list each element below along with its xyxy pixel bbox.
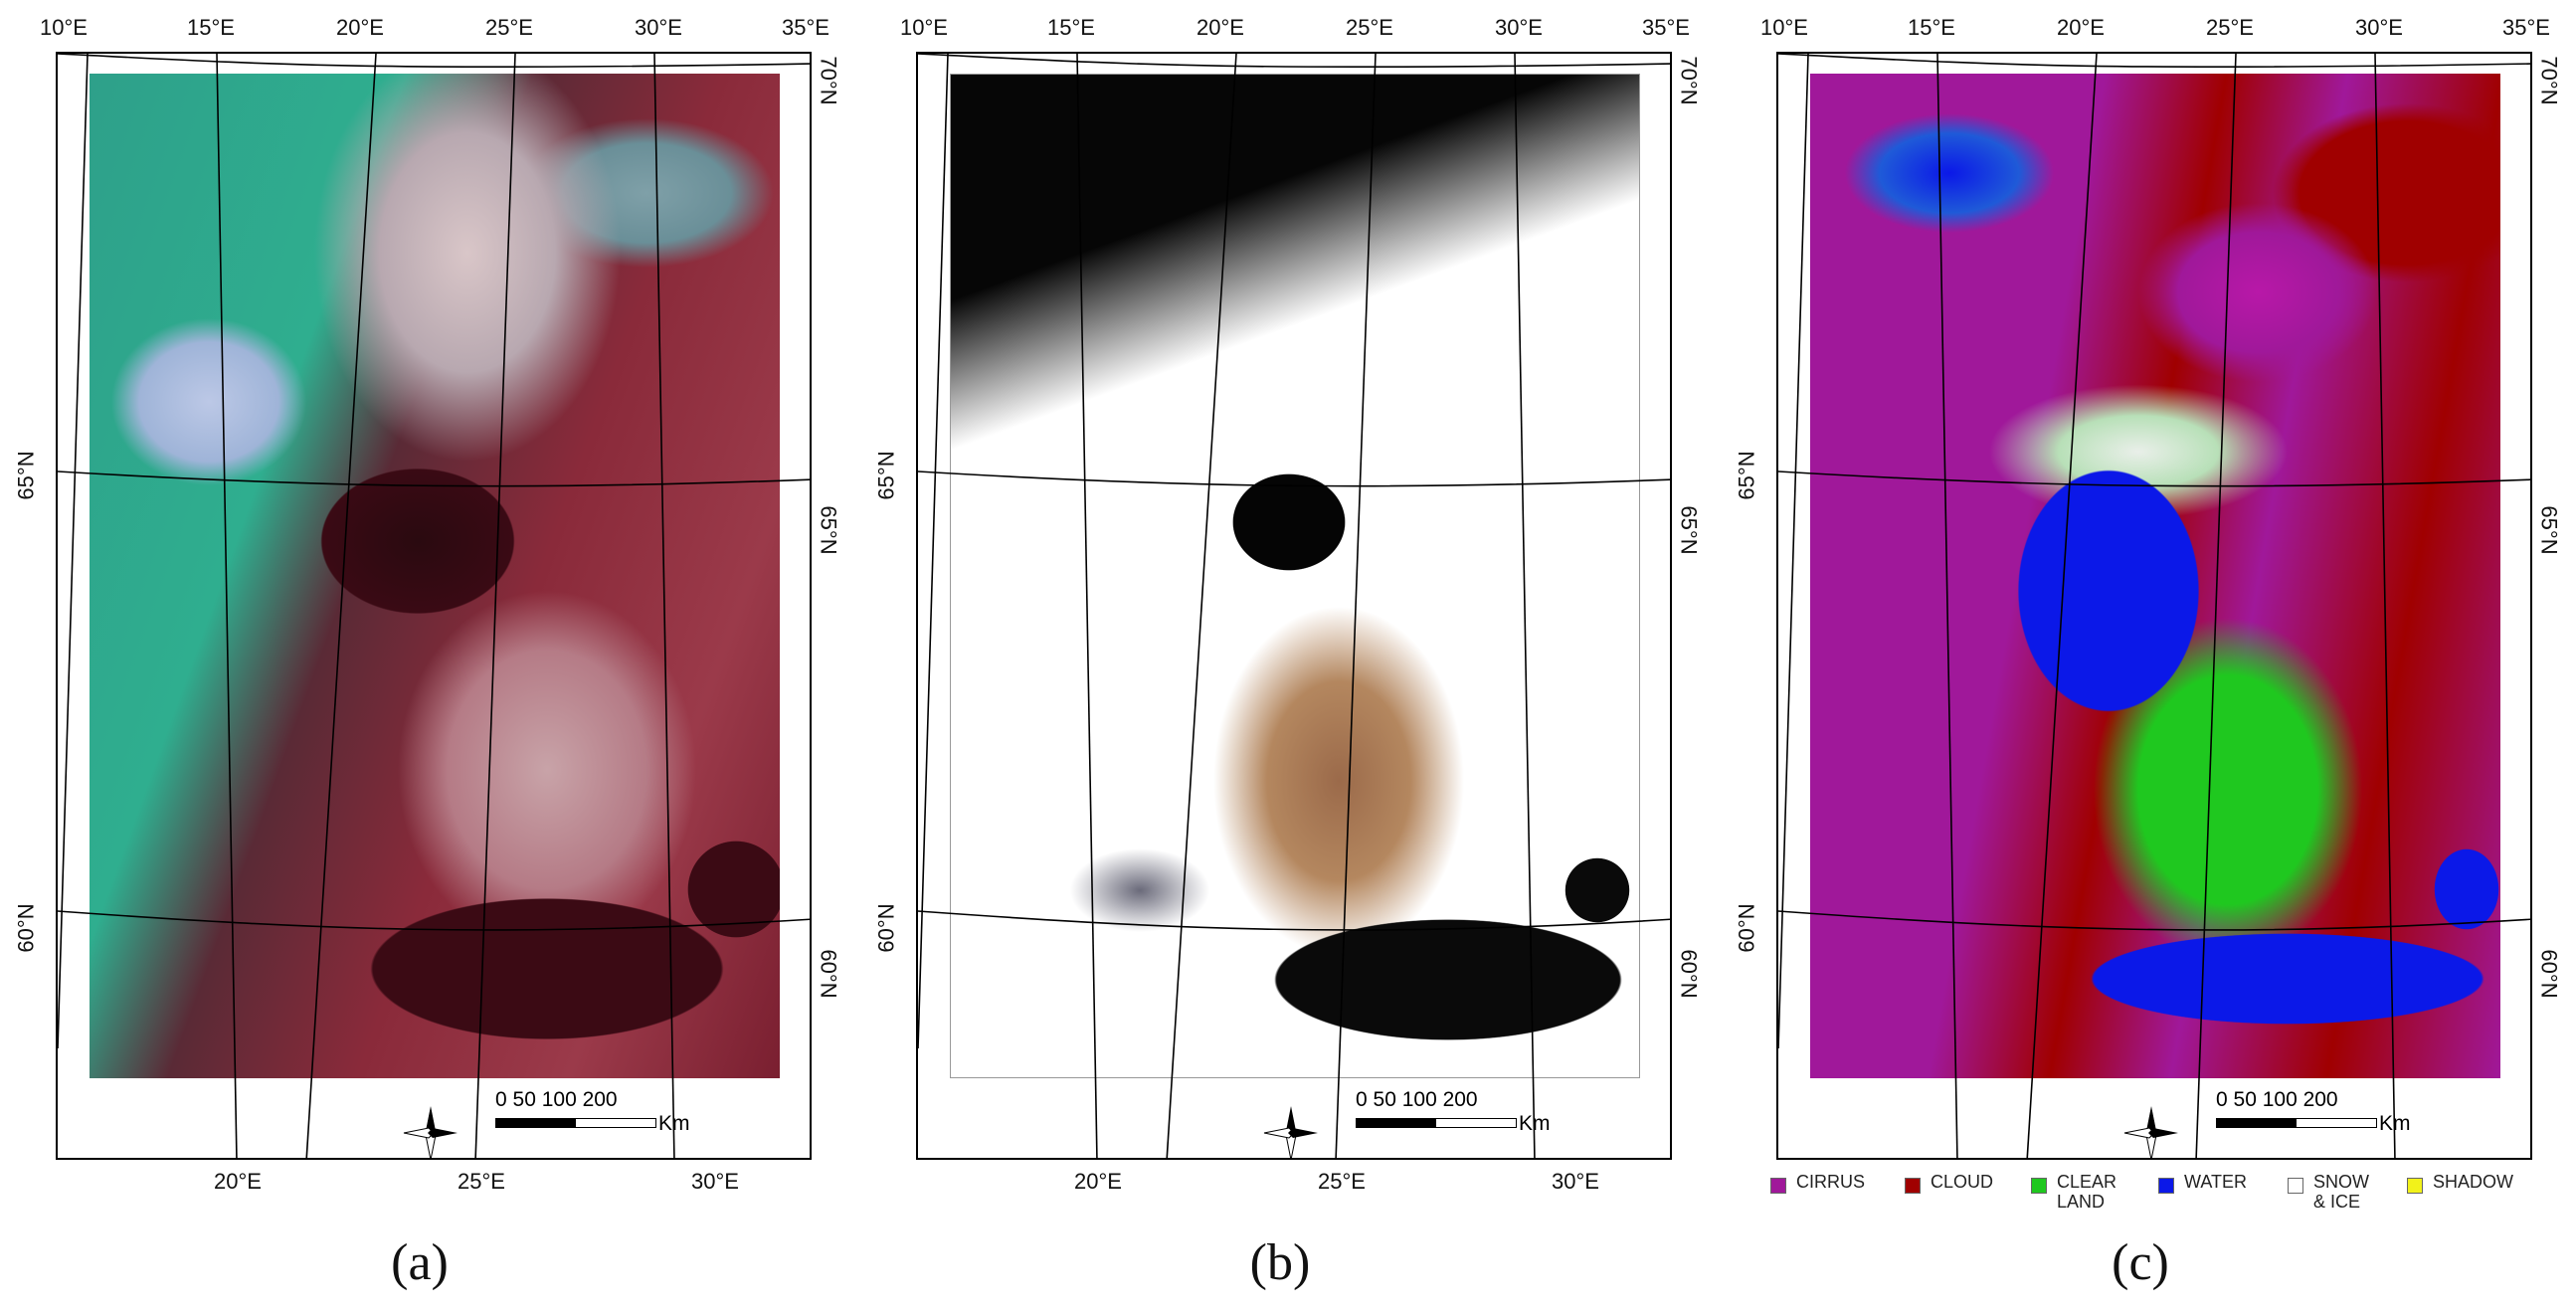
north-arrow [1263, 1106, 1318, 1158]
scale-ticks: 0 50 100 200 [495, 1088, 618, 1111]
graticule-c [1778, 54, 2530, 1158]
lon-label-bottom: 25°E [1318, 1169, 1366, 1194]
lon-label-bottom: 20°E [1074, 1169, 1122, 1194]
lon-label-top: 30°E [2355, 15, 2403, 40]
lat-label-right: 70°N [1676, 56, 1702, 105]
lon-label-top: 20°E [1196, 15, 1244, 40]
scale-ticks: 0 50 100 200 [1356, 1088, 1478, 1111]
lon-label-top: 30°E [1495, 15, 1543, 40]
lon-label-top: 35°E [1642, 15, 1690, 40]
lon-label-top: 10°E [1760, 15, 1808, 40]
lon-label-top: 30°E [635, 15, 682, 40]
legend-label: SHADOW [2433, 1172, 2513, 1192]
legend-swatch [2031, 1178, 2047, 1194]
lon-label-top: 20°E [336, 15, 384, 40]
lat-label-right: 65°N [1676, 505, 1702, 555]
classification-image [1810, 74, 2500, 1078]
lat-label-left: 65°N [13, 451, 39, 500]
panel-caption-c: (c) [2112, 1234, 2169, 1291]
lat-label-left: 65°N [873, 451, 899, 500]
lat-label-left: 60°N [1734, 903, 1759, 953]
legend-swatch [2288, 1178, 2303, 1194]
panel-caption-b: (b) [1249, 1234, 1311, 1291]
map-frame-b: 0 50 100 200 Km [916, 52, 1672, 1160]
lat-label-left: 60°N [873, 903, 899, 953]
lon-label-bottom: 20°E [214, 1169, 262, 1194]
false-color-image [90, 74, 780, 1078]
graticule-a [58, 54, 810, 1158]
lat-label-right: 65°N [2536, 505, 2562, 555]
legend-swatch [2158, 1178, 2174, 1194]
scale-bar: 0 50 100 200 Km [2216, 1088, 2435, 1148]
scale-bar: 0 50 100 200 Km [495, 1088, 714, 1148]
panel-c: 0 50 100 200 Km 10°E 15°E 20°E 25°E 30°E… [1721, 0, 2562, 1313]
lat-label-left: 60°N [13, 903, 39, 953]
lon-label-top: 25°E [2206, 15, 2254, 40]
legend-swatch [1770, 1178, 1786, 1194]
scale-unit: Km [2379, 1112, 2411, 1135]
panel-caption-a: (a) [391, 1234, 449, 1291]
lat-label-right: 65°N [816, 505, 841, 555]
map-frame-a: 0 50 100 200 Km [56, 52, 812, 1160]
lat-label-right: 70°N [2536, 56, 2562, 105]
lon-label-bottom: 25°E [458, 1169, 505, 1194]
legend-label: WATER [2184, 1172, 2247, 1192]
legend-label: CIRRUS [1796, 1172, 1866, 1192]
lon-label-top: 15°E [187, 15, 235, 40]
lon-label-top: 15°E [1908, 15, 1955, 40]
scale-unit: Km [658, 1112, 690, 1135]
legend-label: CLOUD [1931, 1172, 1994, 1192]
lon-label-top: 20°E [2057, 15, 2105, 40]
lat-label-left: 65°N [1734, 451, 1759, 500]
panel-a: 0 50 100 200 Km 10°E 15°E 20°E 25°E 30°E… [0, 0, 841, 1313]
lon-label-top: 25°E [1346, 15, 1393, 40]
lon-label-bottom: 30°E [1552, 1169, 1599, 1194]
north-arrow [2123, 1106, 2178, 1158]
scale-bar: 0 50 100 200 Km [1356, 1088, 1574, 1148]
lat-label-right: 60°N [816, 949, 841, 999]
north-arrow [403, 1106, 458, 1158]
legend-swatch [1905, 1178, 1921, 1194]
lat-label-right: 70°N [816, 56, 841, 105]
lon-label-top: 25°E [485, 15, 533, 40]
lon-label-top: 35°E [782, 15, 829, 40]
scale-ticks: 0 50 100 200 [2216, 1088, 2338, 1111]
lat-label-right: 60°N [1676, 949, 1702, 999]
lon-label-top: 35°E [2502, 15, 2550, 40]
scale-unit: Km [1519, 1112, 1551, 1135]
graticule-b [918, 54, 1670, 1158]
lon-label-bottom: 30°E [691, 1169, 739, 1194]
map-frame-c: 0 50 100 200 Km [1776, 52, 2532, 1160]
lat-label-right: 60°N [2536, 949, 2562, 999]
legend-label: SNOW & ICE [2313, 1172, 2369, 1212]
panel-b: 0 50 100 200 Km 10°E 15°E 20°E 25°E 30°E… [860, 0, 1702, 1313]
legend-swatch [2407, 1178, 2423, 1194]
legend-label: CLEAR LAND [2057, 1172, 2117, 1212]
lon-label-top: 10°E [900, 15, 948, 40]
lon-label-top: 10°E [40, 15, 88, 40]
classification-legend: CIRRUS CLOUD CLEAR LAND WATER SNOW & ICE… [1770, 1164, 2546, 1214]
lon-label-top: 15°E [1047, 15, 1095, 40]
